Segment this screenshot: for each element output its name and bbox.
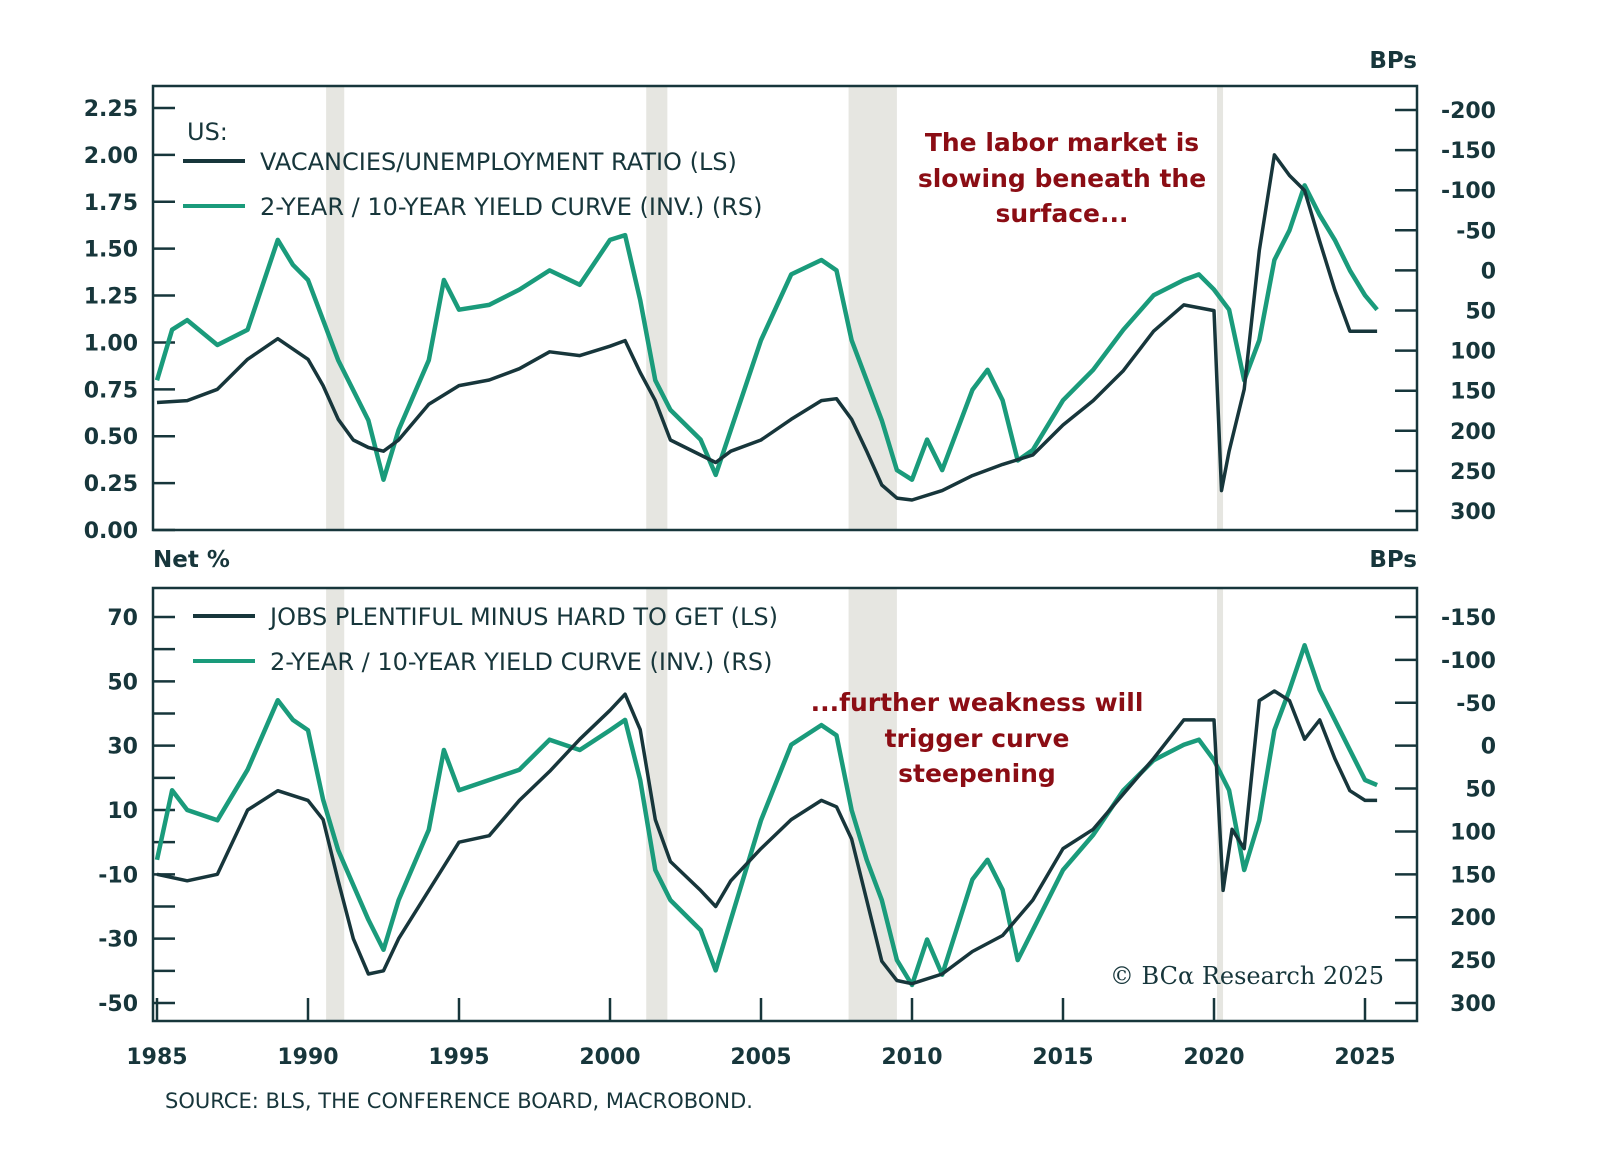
left-tick-label: 0.75 (84, 378, 138, 403)
right-tick-label: 200 (1450, 906, 1496, 931)
top-left-axis: 0.00 0.25 0.50 0.75 1.00 1.25 1.50 1.75 2.00 2.25 (84, 97, 175, 544)
left-tick-label: 1.25 (84, 285, 138, 310)
series-line-ls (156, 689, 1378, 986)
x-tick-label: 2025 (1334, 1045, 1395, 1070)
recession-band (326, 589, 345, 1020)
right-tick-label: 50 (1465, 300, 1496, 325)
right-tick-label: 250 (1450, 949, 1496, 974)
right-tick-label: -200 (1441, 99, 1496, 124)
bottom-legend-label-jobs: JOBS PLENTIFUL MINUS HARD TO GET (LS) (268, 603, 778, 631)
bottom-legend: JOBS PLENTIFUL MINUS HARD TO GET (LS) 2-… (193, 603, 778, 676)
recession-band (646, 589, 668, 1020)
left-tick-label: 2.00 (84, 144, 138, 169)
top-legend-label-yield: 2-YEAR / 10-YEAR YIELD CURVE (INV.) (RS) (260, 193, 763, 221)
recession-band (848, 87, 897, 529)
top-plot-frame (151, 84, 1419, 532)
right-tick-label: -50 (1456, 219, 1496, 244)
top-annotation: The labor market is slowing beneath the … (918, 128, 1206, 228)
top-series-group (154, 153, 1379, 502)
left-tick-label: 0.00 (84, 519, 138, 544)
left-tick-label: 10 (107, 799, 138, 824)
right-tick-label: -50 (1456, 692, 1496, 717)
right-tick-label: 0 (1481, 259, 1496, 284)
left-tick-label: 1.50 (84, 238, 138, 263)
right-tick-label: -100 (1441, 179, 1496, 204)
bottom-plot-frame (151, 586, 1419, 1023)
bottom-left-axis: -50 -30 -10 10 30 50 70 (98, 606, 175, 1017)
bottom-legend-label-yield: 2-YEAR / 10-YEAR YIELD CURVE (INV.) (RS) (270, 648, 773, 676)
series-line-rs (154, 643, 1378, 988)
bottom-annotation: ...further weakness will trigger curve s… (811, 688, 1144, 788)
left-tick-label: 2.25 (84, 97, 138, 122)
left-tick-label: 0.50 (84, 425, 138, 450)
bottom-panel: -50 -30 -10 10 30 50 70 -150 -100 -50 0 50 100 150 20… (98, 547, 1496, 1070)
left-tick-label: 1.75 (84, 191, 138, 216)
right-tick-label: 100 (1450, 340, 1496, 365)
left-tick-label: -30 (98, 928, 138, 953)
top-legend-title: US: (187, 118, 228, 146)
bottom-annotation-line-3: steepening (898, 759, 1056, 788)
top-legend: US: VACANCIES/UNEMPLOYMENT RATIO (LS) 2-… (183, 118, 763, 221)
source-note: SOURCE: BLS, THE CONFERENCE BOARD, MACRO… (165, 1089, 753, 1113)
x-tick-label: 2005 (730, 1045, 791, 1070)
right-tick-label: 50 (1465, 778, 1496, 803)
bottom-right-unit-label: BPs (1369, 547, 1417, 573)
x-tick-label: 1995 (428, 1045, 489, 1070)
top-right-axis: -200 -150 -100 -50 0 50 100 150 200 250 300 (1395, 99, 1496, 525)
x-tick-label: 2015 (1032, 1045, 1093, 1070)
x-tick-label: 2010 (881, 1045, 942, 1070)
top-annotation-line-2: slowing beneath the (918, 164, 1206, 193)
right-tick-label: 150 (1450, 863, 1496, 888)
x-tick-label: 1985 (126, 1045, 187, 1070)
right-tick-label: -100 (1441, 649, 1496, 674)
series-line-ls (156, 153, 1378, 502)
left-tick-label: 70 (107, 606, 138, 631)
left-tick-label: 50 (107, 670, 138, 695)
bottom-right-axis: -150 -100 -50 0 50 100 150 200 250 300 (1395, 606, 1496, 1017)
x-tick-label: 1990 (277, 1045, 338, 1070)
top-annotation-line-1: The labor market is (925, 128, 1199, 157)
top-legend-label-vu: VACANCIES/UNEMPLOYMENT RATIO (LS) (260, 148, 737, 176)
right-tick-label: -150 (1441, 606, 1496, 631)
bottom-annotation-line-1: ...further weakness will (811, 688, 1144, 717)
right-tick-label: 150 (1450, 380, 1496, 405)
right-tick-label: 0 (1481, 735, 1496, 760)
left-tick-label: 0.25 (84, 472, 138, 497)
x-tick-label: 2000 (579, 1045, 640, 1070)
bottom-series-group (154, 643, 1378, 988)
top-right-unit-label: BPs (1369, 48, 1417, 74)
right-tick-label: 300 (1450, 500, 1496, 525)
right-tick-label: 300 (1450, 992, 1496, 1017)
right-tick-label: 200 (1450, 420, 1496, 445)
top-annotation-line-3: surface... (995, 199, 1128, 228)
left-tick-label: -10 (98, 863, 138, 888)
recession-band (848, 589, 897, 1020)
x-tick-label: 2020 (1183, 1045, 1244, 1070)
left-tick-label: 1.00 (84, 331, 138, 356)
left-tick-label: 30 (107, 735, 138, 760)
copyright-notice: © BCα Research 2025 (1110, 962, 1384, 990)
x-axis: 1985 1990 1995 2000 2005 2010 2015 2020 2025 (126, 998, 1396, 1070)
recession-band (1217, 87, 1224, 529)
series-line-rs (154, 183, 1379, 482)
bottom-left-unit-label: Net % (153, 547, 230, 573)
bottom-annotation-line-2: trigger curve (885, 724, 1070, 753)
right-tick-label: -150 (1441, 139, 1496, 164)
right-tick-label: 100 (1450, 820, 1496, 845)
left-tick-label: -50 (98, 992, 138, 1017)
right-tick-label: 250 (1450, 460, 1496, 485)
top-panel: 0.00 0.25 0.50 0.75 1.00 1.25 1.50 1.75 2.00 2.25… (84, 48, 1496, 544)
